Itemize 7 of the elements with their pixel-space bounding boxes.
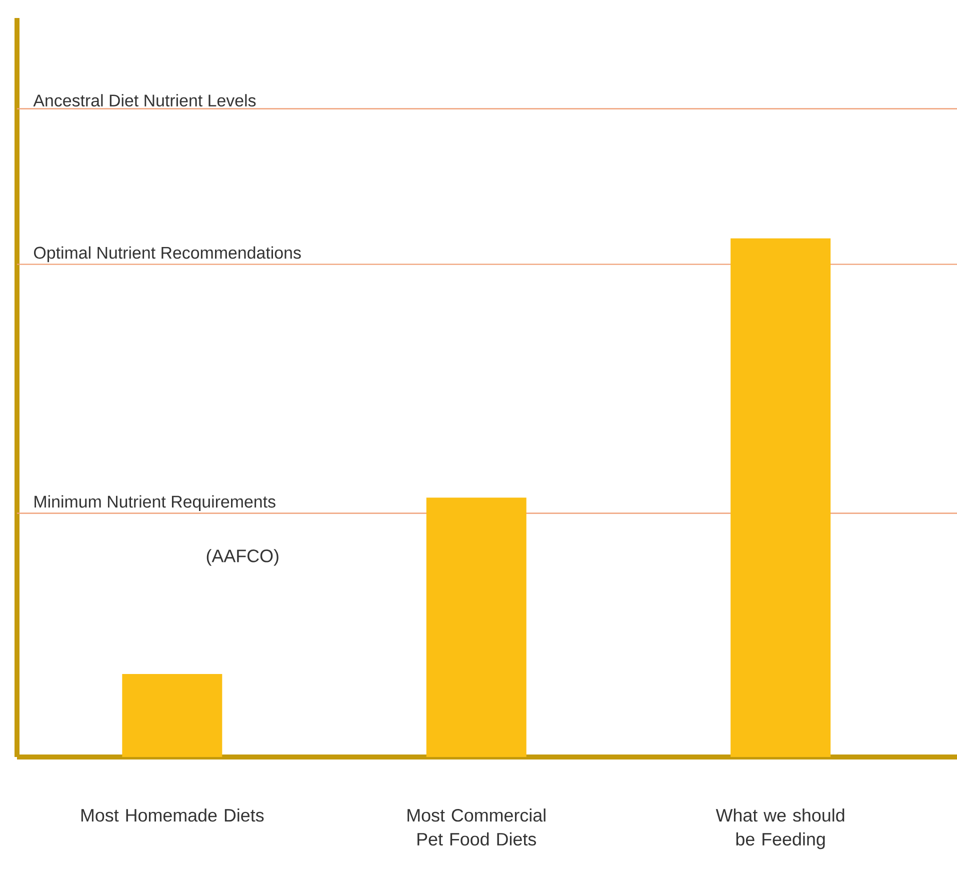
x-tick-label: Most Commercial Pet Food Diets <box>408 808 546 846</box>
ref-line-label: Minimum Nutrient Requirements <box>34 495 276 512</box>
ref-line-label: Ancestral Diet Nutrient Levels <box>33 94 256 107</box>
annotation: (AAFCO) <box>206 549 278 566</box>
x-tick-label: Most Homemade Diets <box>81 808 264 822</box>
ref-line-label: Optimal Nutrient Recommendations <box>34 246 301 262</box>
x-tick-label: What we should be Feeding <box>716 808 844 850</box>
